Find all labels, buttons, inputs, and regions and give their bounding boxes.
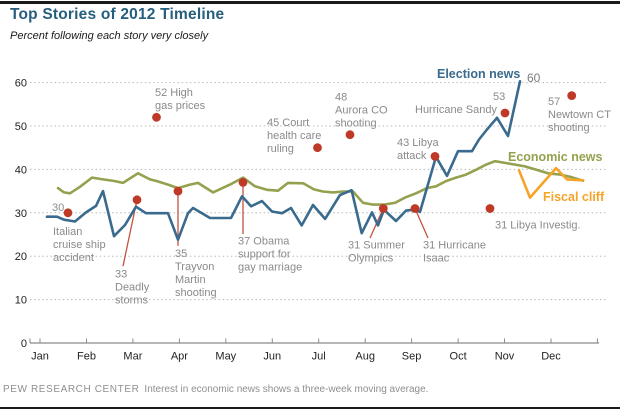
election-news-label: Election news [437,67,520,81]
x-tick-label: Jul [312,351,326,363]
event-dot [410,204,420,213]
event-label: 43 Libya attack [397,137,439,162]
event-dot [430,152,440,161]
y-tick-label: 10 [15,295,27,307]
event-label: 37 Obama support for gay marriage [238,236,302,274]
event-dot [173,186,183,196]
page-title: Top Stories of 2012 Timeline [10,6,225,23]
top-border [0,1,620,4]
event-dot [500,108,510,118]
event-label: 31 Summer Olympics [348,240,405,265]
x-tick-label: Dec [541,351,561,363]
x-tick-label: Feb [77,351,96,363]
event-label: 53 [493,91,505,103]
x-tick-label: Jun [263,351,281,363]
x-tick-label: Jan [31,351,49,363]
y-tick-label: 30 [15,208,27,220]
series-lines [45,80,585,241]
event-label: 31 Hurricane Isaac [423,240,486,265]
event-label: Hurricane Sandy [415,104,497,116]
event-dot [485,204,495,213]
event-label: 30 [52,202,64,214]
page-subtitle: Percent following each story very closel… [10,30,209,42]
x-tick-label: Sep [402,351,422,363]
event-dot [238,178,248,187]
y-tick-label: 50 [15,121,27,133]
y-tick-label: 20 [15,251,27,263]
event-label: 45 Court health care ruling [267,117,321,155]
y-tick-label: 40 [15,164,27,176]
event-dot [132,195,142,205]
event-dot [567,91,577,100]
economic-news-line [56,159,585,206]
x-tick-label: Oct [450,351,467,363]
x-tick-label: Mar [123,351,142,363]
x-tick-label: Apr [171,351,188,363]
event-dots [63,91,577,218]
y-tick-label: 60 [15,78,27,90]
footer-brand: PEW RESEARCH CENTER [3,384,140,395]
election-news-line [45,80,522,241]
x-axis: Jan Feb Mar Apr May Jun Jul Aug Sep Oct Nov Dec 0 10 2… [15,78,599,363]
event-label: 35 Trayvon Martin shooting [175,248,217,299]
event-dot [378,204,388,213]
fiscal-cliff-label: Fiscal cliff [543,190,605,204]
event-connector [414,208,429,239]
bottom-border [0,407,620,409]
x-tick-label: Aug [355,351,375,363]
y-tick-label: 0 [21,338,27,350]
fiscal-news-line [517,166,585,199]
event-dot [152,112,161,122]
event-label: 57 Newtown CT shooting [548,96,611,134]
x-tick-label: Nov [495,351,515,363]
event-dot [313,143,322,153]
event-label: 33 Deadly storms [115,269,150,307]
economic-news-label: Economic news [508,150,603,164]
event-label: Italian cruise ship accident [53,226,106,264]
event-label: 48 Aurora CO shooting [335,92,388,130]
footer-note: Interest in economic news shows a three-… [144,384,429,395]
event-labels: 30 Italian cruise ship accident 33 Deadly stor… [52,87,611,307]
footer-credit: PEW RESEARCH CENTER Interest in economic … [3,384,428,395]
event-dot [63,208,73,218]
event-label: 31 Libya Investig. [495,220,581,232]
election-endpoint-value-label: 60 [527,71,541,85]
x-tick-label: May [215,351,236,363]
event-dot [345,130,355,140]
event-label: 52 High gas prices [155,87,206,112]
